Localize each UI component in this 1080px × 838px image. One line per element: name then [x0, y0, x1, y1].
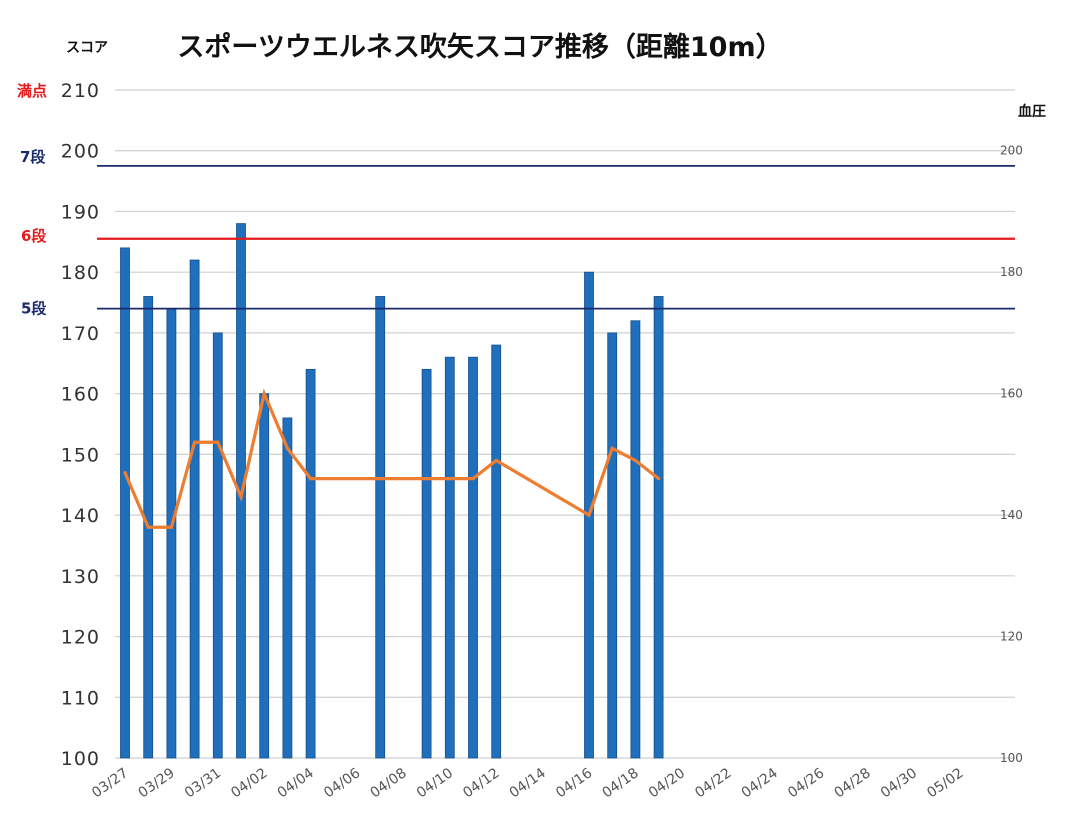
x-tick-label: 03/29	[135, 765, 177, 801]
y-tick-label: 100	[61, 748, 100, 770]
line-point	[378, 477, 382, 481]
reference-lines: 満点 7段 6段 5段	[17, 82, 1015, 318]
x-ticks: 03/27 03/29 03/31 04/02 04/04 04/06 04/08 04/10…	[89, 765, 966, 801]
gridlines	[115, 89, 1015, 759]
y-tick-label: 160	[61, 384, 100, 406]
y-ticks-right: 100 120 140 160 180 200	[1000, 144, 1023, 765]
line-point	[633, 458, 638, 463]
bar	[189, 259, 200, 759]
y-ticks-left: 100 110 120 130 140 150 160 170 180 190 200 210	[61, 80, 100, 770]
x-tick-label: 04/20	[646, 765, 688, 801]
x-tick-label: 04/16	[553, 765, 595, 801]
line-point	[285, 446, 289, 450]
bar	[630, 320, 641, 759]
x-tick-label: 05/02	[924, 765, 966, 801]
bar	[653, 296, 664, 759]
bar	[120, 247, 130, 759]
y-tick-label: 150	[61, 444, 100, 466]
y2-tick-label: 180	[1000, 265, 1023, 279]
line-point	[193, 440, 197, 444]
bar	[607, 332, 618, 759]
bar	[491, 344, 502, 759]
x-tick-label: 03/31	[182, 765, 224, 801]
y-tick-label: 200	[61, 141, 100, 163]
y2-tick-label: 160	[1000, 387, 1023, 401]
line-point	[471, 477, 475, 481]
y2-tick-label: 120	[1000, 630, 1023, 644]
bar	[212, 332, 223, 759]
bar	[421, 368, 432, 759]
chart-title: スポーツウエルネス吹矢スコア推移（距離10m）	[177, 31, 782, 63]
y-tick-label: 180	[61, 262, 100, 284]
y-tick-label: 110	[61, 687, 100, 709]
line-series	[123, 388, 661, 529]
x-tick-label: 04/10	[414, 765, 456, 801]
line-point	[169, 525, 173, 529]
bar	[282, 417, 293, 759]
line-point	[494, 458, 498, 463]
bar	[468, 356, 478, 759]
line-point	[262, 392, 266, 396]
line-point	[610, 446, 614, 450]
reference-label: 7段	[20, 148, 45, 166]
bar	[259, 393, 270, 759]
x-tick-label: 04/22	[692, 765, 734, 801]
x-tick-label: 04/30	[878, 765, 920, 801]
line-path	[123, 388, 660, 529]
line-point	[448, 477, 452, 481]
bar	[305, 368, 316, 759]
reference-label: 満点	[17, 82, 47, 100]
y2-tick-label: 200	[1000, 144, 1023, 158]
y-tick-label: 190	[61, 201, 100, 223]
reference-label: 6段	[21, 227, 46, 245]
line-point	[239, 495, 243, 499]
x-tick-label: 04/12	[460, 765, 502, 801]
line-point	[146, 525, 150, 529]
x-tick-label: 04/28	[831, 765, 873, 801]
x-tick-label: 03/27	[89, 765, 131, 801]
x-tick-label: 04/14	[507, 765, 549, 801]
line-point	[657, 477, 661, 481]
y2-tick-label: 140	[1000, 508, 1023, 522]
x-tick-label: 04/08	[367, 765, 409, 801]
line-point	[309, 477, 313, 481]
line-point	[587, 513, 591, 517]
y2-axis-label: 血圧	[1018, 103, 1046, 120]
y-tick-label: 140	[61, 505, 100, 527]
y-tick-label: 170	[61, 323, 100, 345]
y-axis-label: スコア	[66, 40, 108, 56]
line-point	[216, 440, 220, 444]
reference-label: 5段	[21, 300, 46, 318]
x-tick-label: 04/04	[275, 765, 317, 801]
x-tick-label: 04/06	[321, 765, 363, 801]
y-tick-label: 210	[61, 80, 100, 102]
y2-tick-label: 100	[1000, 751, 1023, 765]
y-tick-label: 120	[61, 627, 100, 649]
x-tick-label: 04/02	[228, 765, 270, 801]
bar	[444, 356, 455, 759]
x-tick-label: 04/24	[739, 765, 781, 801]
line-point	[123, 470, 127, 475]
line-point	[425, 477, 429, 481]
x-tick-label: 04/18	[599, 765, 641, 801]
bar	[375, 296, 386, 759]
x-tick-label: 04/26	[785, 765, 827, 801]
y-tick-label: 130	[61, 566, 100, 588]
bar	[166, 308, 177, 759]
bar-series	[120, 223, 664, 759]
